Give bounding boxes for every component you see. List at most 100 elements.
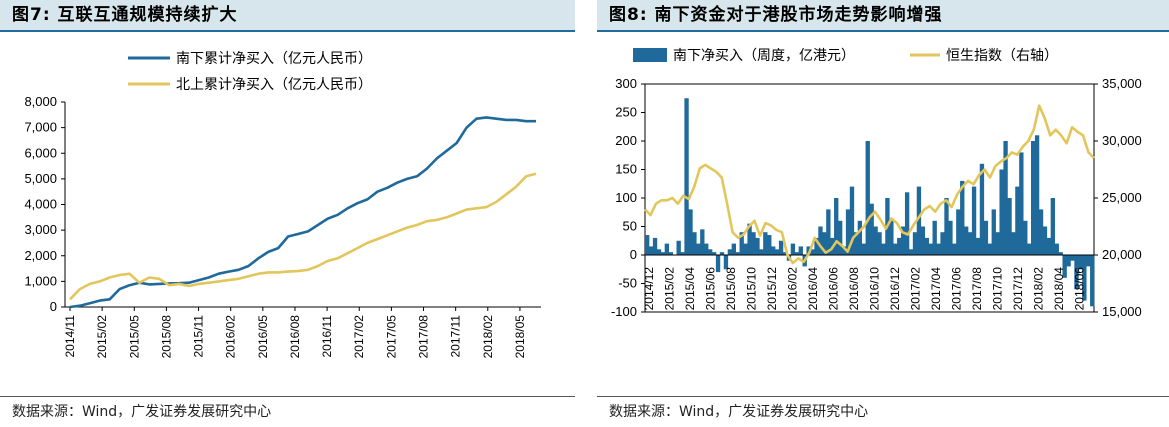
- y-tick-label-left: -50: [618, 276, 637, 291]
- title-divider: [597, 30, 1169, 32]
- bar: [747, 223, 752, 255]
- bar: [794, 252, 800, 255]
- legend-swatch: [633, 48, 667, 62]
- bar: [711, 252, 717, 255]
- x-tick-label: 2017/10: [991, 267, 1005, 311]
- bar: [708, 249, 713, 255]
- bar: [735, 252, 740, 255]
- y-tick-label-right: 15,000: [1102, 304, 1142, 319]
- northbound-line: [69, 172, 537, 301]
- x-tick-label: 2017/02: [352, 315, 366, 359]
- bar: [759, 249, 764, 255]
- y-tick-label: 8,000: [24, 94, 57, 109]
- chart-panel-right: 图8: 南下资金对于港股市场走势影响增强 300 250 200 150 100 50 0 -…: [597, 0, 1169, 427]
- x-tick-label: 2017/06: [950, 267, 964, 311]
- y-tick-label: 4,000: [24, 197, 57, 212]
- chart-title: 图8: 南下资金对于港股市场走势影响增强: [609, 5, 943, 25]
- y-tick-label: 1,000: [24, 273, 57, 288]
- bar: [908, 249, 914, 255]
- chart-left-svg: 0 1,000 2,000 3,000 4,000 5,000 6,000 7,000 8,00…: [24, 50, 541, 359]
- bar: [1027, 243, 1032, 255]
- title-divider: [0, 30, 575, 32]
- bar: [916, 186, 922, 255]
- bar: [849, 186, 855, 255]
- y-tick-label: 5,000: [24, 171, 57, 186]
- bar: [696, 243, 701, 255]
- bar: [881, 243, 886, 255]
- x-tick-label: 2015/08: [724, 267, 738, 311]
- bar: [1090, 255, 1095, 307]
- bar: [676, 240, 681, 255]
- bar: [731, 243, 736, 255]
- y-tick-label: 3,000: [24, 222, 57, 237]
- x-tick-label: 2016/11: [320, 315, 334, 358]
- x-tick-label: 2015/08: [159, 315, 173, 359]
- bar: [1066, 255, 1071, 267]
- bar: [1082, 255, 1087, 301]
- x-tick-label: 2014/12: [642, 267, 656, 311]
- bar: [814, 237, 819, 255]
- bar: [889, 220, 894, 255]
- x-tick-label: 2016/08: [288, 315, 302, 359]
- bar: [1023, 220, 1028, 255]
- x-tick-label: 2016/08: [847, 267, 861, 311]
- x-tick-label: 2015/12: [765, 267, 779, 311]
- legend-label: 北上累计净买入（亿元人民币）: [176, 76, 372, 92]
- y-tick-label-left: 50: [623, 219, 637, 234]
- legend-label: 南下累计净买入（亿元人民币）: [176, 50, 372, 66]
- bar: [971, 186, 977, 255]
- bar: [967, 232, 973, 255]
- bar: [865, 141, 870, 255]
- x-tick-label: 2016/02: [786, 267, 800, 311]
- bar: [999, 169, 1004, 255]
- bar: [700, 229, 705, 255]
- bar: [912, 232, 918, 255]
- bar: [948, 220, 953, 255]
- y-tick-label: 7,000: [24, 120, 57, 135]
- y-tick-label-left: 150: [615, 162, 637, 177]
- bar: [1062, 255, 1067, 278]
- bar: [1019, 152, 1024, 255]
- bar: [704, 243, 709, 255]
- bar: [692, 232, 697, 255]
- bar: [845, 209, 851, 255]
- bar: [767, 235, 772, 255]
- bar: [743, 243, 748, 255]
- x-tick-label: 2017/04: [929, 267, 943, 311]
- x-tick-label: 2015/04: [683, 267, 697, 311]
- bar: [810, 249, 815, 255]
- bar: [1070, 255, 1075, 261]
- bar: [798, 246, 803, 255]
- bar: [684, 98, 689, 255]
- y-tick-label-left: 200: [615, 133, 637, 148]
- bar: [940, 232, 945, 255]
- y-tick-label-left: 0: [630, 247, 637, 262]
- source-note: 数据来源：Wind，广发证券发展研究中心: [609, 404, 869, 420]
- bar: [660, 252, 666, 255]
- bar: [857, 220, 863, 255]
- bar: [668, 252, 673, 255]
- hsi-line: [644, 104, 1095, 265]
- y-tick-label-right: 30,000: [1102, 133, 1142, 148]
- bar: [755, 237, 760, 255]
- source-divider: [597, 396, 1169, 397]
- bar: [680, 252, 685, 255]
- x-tick-label: 2018/05: [513, 315, 527, 359]
- bar: [739, 232, 744, 255]
- x-tick-label: 2016/06: [827, 267, 841, 311]
- bar: [1054, 243, 1059, 255]
- bar: [960, 180, 965, 255]
- bar: [1038, 209, 1044, 255]
- x-tick-label: 2017/11: [449, 315, 463, 358]
- bar: [782, 252, 788, 255]
- bar: [897, 237, 902, 255]
- bar: [751, 232, 756, 255]
- source-note: 数据来源：Wind，广发证券发展研究中心: [12, 404, 272, 420]
- bar: [944, 198, 949, 255]
- bar: [826, 209, 831, 255]
- x-tick-label: 2014/11: [63, 315, 77, 358]
- bar: [901, 226, 906, 255]
- bar: [987, 243, 992, 255]
- bar: [975, 237, 981, 255]
- bar: [688, 209, 693, 255]
